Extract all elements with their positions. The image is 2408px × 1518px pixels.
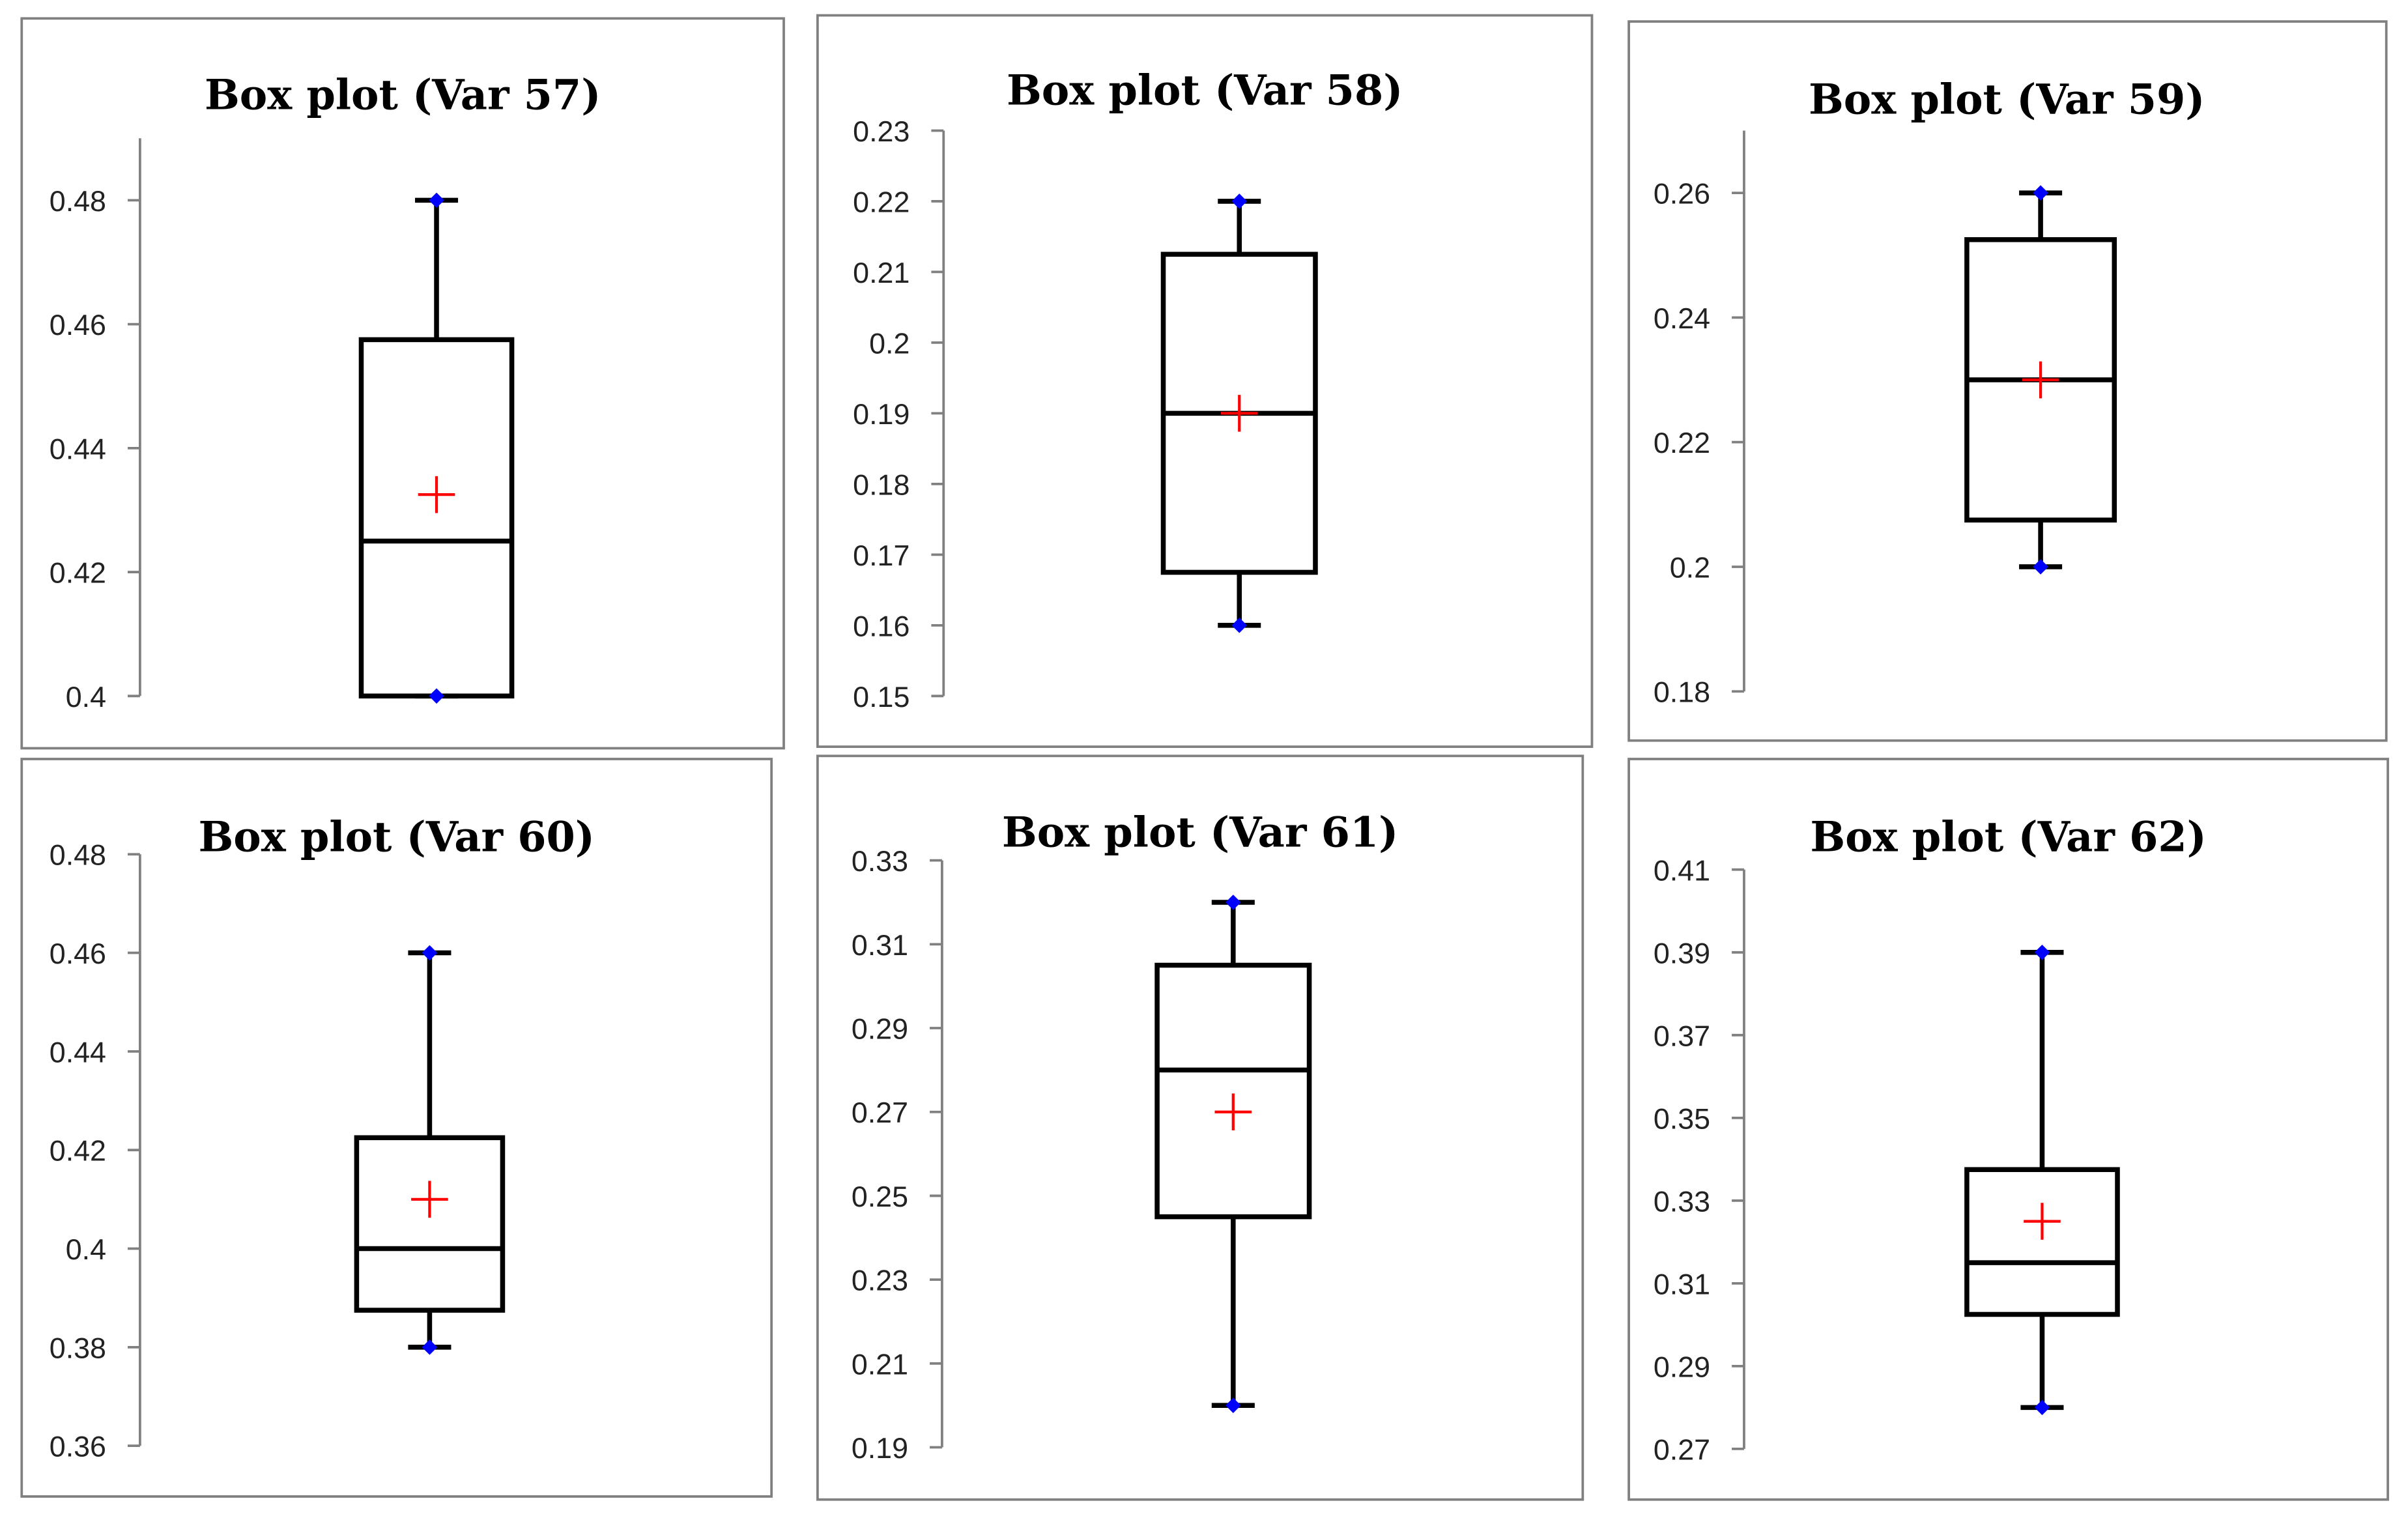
max-marker xyxy=(422,945,438,961)
max-marker xyxy=(1231,193,1248,209)
chart-title: Box plot (Var 59) xyxy=(1809,76,2205,124)
y-tick-label: 0.48 xyxy=(50,185,106,218)
y-tick-label: 0.18 xyxy=(1654,676,1710,709)
chart-title: Box plot (Var 60) xyxy=(199,812,595,861)
chart-title: Box plot (Var 62) xyxy=(1810,812,2206,861)
y-tick-label: 0.16 xyxy=(853,610,910,642)
y-tick-label: 0.24 xyxy=(1654,302,1710,335)
panel-frame xyxy=(816,14,1594,749)
max-marker xyxy=(1226,895,1241,910)
mean-marker xyxy=(411,1181,448,1218)
chart-title: Box plot (Var 61) xyxy=(1002,808,1398,857)
iqr-box xyxy=(1964,1167,2120,1317)
box-plot-panel: Box plot (Var 62) 0.27 0.29 0.31 0.33 0.35 0.3… xyxy=(1627,758,2389,1501)
panel-frame xyxy=(20,758,773,1498)
box-plot-panel: Box plot (Var 57) 0.4 0.42 0.44 0.46 0.48 xyxy=(20,17,785,750)
y-tick-label: 0.4 xyxy=(66,681,106,713)
y-tick-label: 0.46 xyxy=(50,309,106,341)
panel-frame xyxy=(1627,758,2389,1501)
y-tick-label: 0.4 xyxy=(66,1233,106,1266)
y-tick-label: 0.33 xyxy=(852,845,908,878)
min-marker xyxy=(2033,559,2048,575)
mean-marker xyxy=(1220,395,1258,432)
y-tick-label: 0.21 xyxy=(853,257,910,289)
y-tick-label: 0.27 xyxy=(852,1096,908,1129)
box-plot-panel: Box plot (Var 58) 0.15 0.16 0.17 0.18 0.19 0.2… xyxy=(816,14,1594,749)
y-tick-label: 0.38 xyxy=(50,1332,106,1364)
y-tick-label: 0.19 xyxy=(852,1432,908,1465)
min-marker xyxy=(1231,618,1248,633)
y-tick-label: 0.23 xyxy=(852,1265,908,1297)
y-tick-label: 0.33 xyxy=(1654,1185,1710,1218)
y-tick-label: 0.22 xyxy=(1654,427,1710,459)
y-tick-label: 0.37 xyxy=(1654,1020,1710,1052)
mean-marker xyxy=(2024,1203,2061,1240)
box-plot-panel: Box plot (Var 61) 0.19 0.21 0.23 0.25 0.27 0.2… xyxy=(816,754,1584,1501)
max-marker xyxy=(2033,185,2048,201)
min-marker xyxy=(422,1339,438,1355)
y-tick-label: 0.44 xyxy=(50,433,106,465)
y-tick-label: 0.2 xyxy=(869,327,910,360)
y-tick-label: 0.29 xyxy=(852,1013,908,1046)
y-tick-label: 0.18 xyxy=(853,468,910,501)
y-tick-label: 0.25 xyxy=(852,1181,908,1213)
y-tick-label: 0.15 xyxy=(853,681,910,713)
mean-marker xyxy=(418,476,455,513)
y-tick-label: 0.17 xyxy=(853,539,910,572)
y-tick-label: 0.42 xyxy=(50,1135,106,1167)
chart-title: Box plot (Var 58) xyxy=(1007,66,1403,115)
mean-marker xyxy=(2022,361,2059,399)
y-tick-label: 0.46 xyxy=(50,938,106,970)
y-tick-label: 0.19 xyxy=(853,398,910,431)
y-tick-label: 0.22 xyxy=(853,186,910,218)
y-tick-label: 0.26 xyxy=(1654,178,1710,210)
y-tick-label: 0.31 xyxy=(1654,1268,1710,1300)
y-tick-label: 0.39 xyxy=(1654,937,1710,969)
y-tick-label: 0.31 xyxy=(852,929,908,962)
y-tick-label: 0.44 xyxy=(50,1036,106,1068)
box-plot-panel: Box plot (Var 59) 0.18 0.2 0.22 0.24 0.26 xyxy=(1627,20,2388,742)
min-marker xyxy=(429,688,444,704)
y-tick-label: 0.21 xyxy=(852,1348,908,1381)
min-marker xyxy=(2034,1399,2050,1416)
min-marker xyxy=(1226,1397,1241,1413)
y-tick-label: 0.48 xyxy=(50,839,106,872)
panel-frame xyxy=(816,754,1584,1501)
y-tick-label: 0.2 xyxy=(1670,551,1710,584)
y-tick-label: 0.36 xyxy=(50,1431,106,1463)
chart-title: Box plot (Var 57) xyxy=(205,70,601,119)
y-tick-label: 0.29 xyxy=(1654,1351,1710,1383)
y-tick-label: 0.27 xyxy=(1654,1433,1710,1466)
iqr-box xyxy=(354,1135,506,1313)
max-marker xyxy=(2034,945,2050,960)
max-marker xyxy=(429,192,444,208)
y-tick-label: 0.23 xyxy=(853,115,910,148)
y-tick-label: 0.41 xyxy=(1654,854,1710,887)
y-tick-label: 0.35 xyxy=(1654,1102,1710,1135)
panel-frame xyxy=(20,17,785,750)
box-plot-panel: Box plot (Var 60) 0.36 0.38 0.4 0.42 0.44 0.46… xyxy=(20,758,773,1498)
mean-marker xyxy=(1214,1093,1252,1131)
iqr-box xyxy=(1154,962,1312,1220)
y-tick-label: 0.42 xyxy=(50,557,106,590)
